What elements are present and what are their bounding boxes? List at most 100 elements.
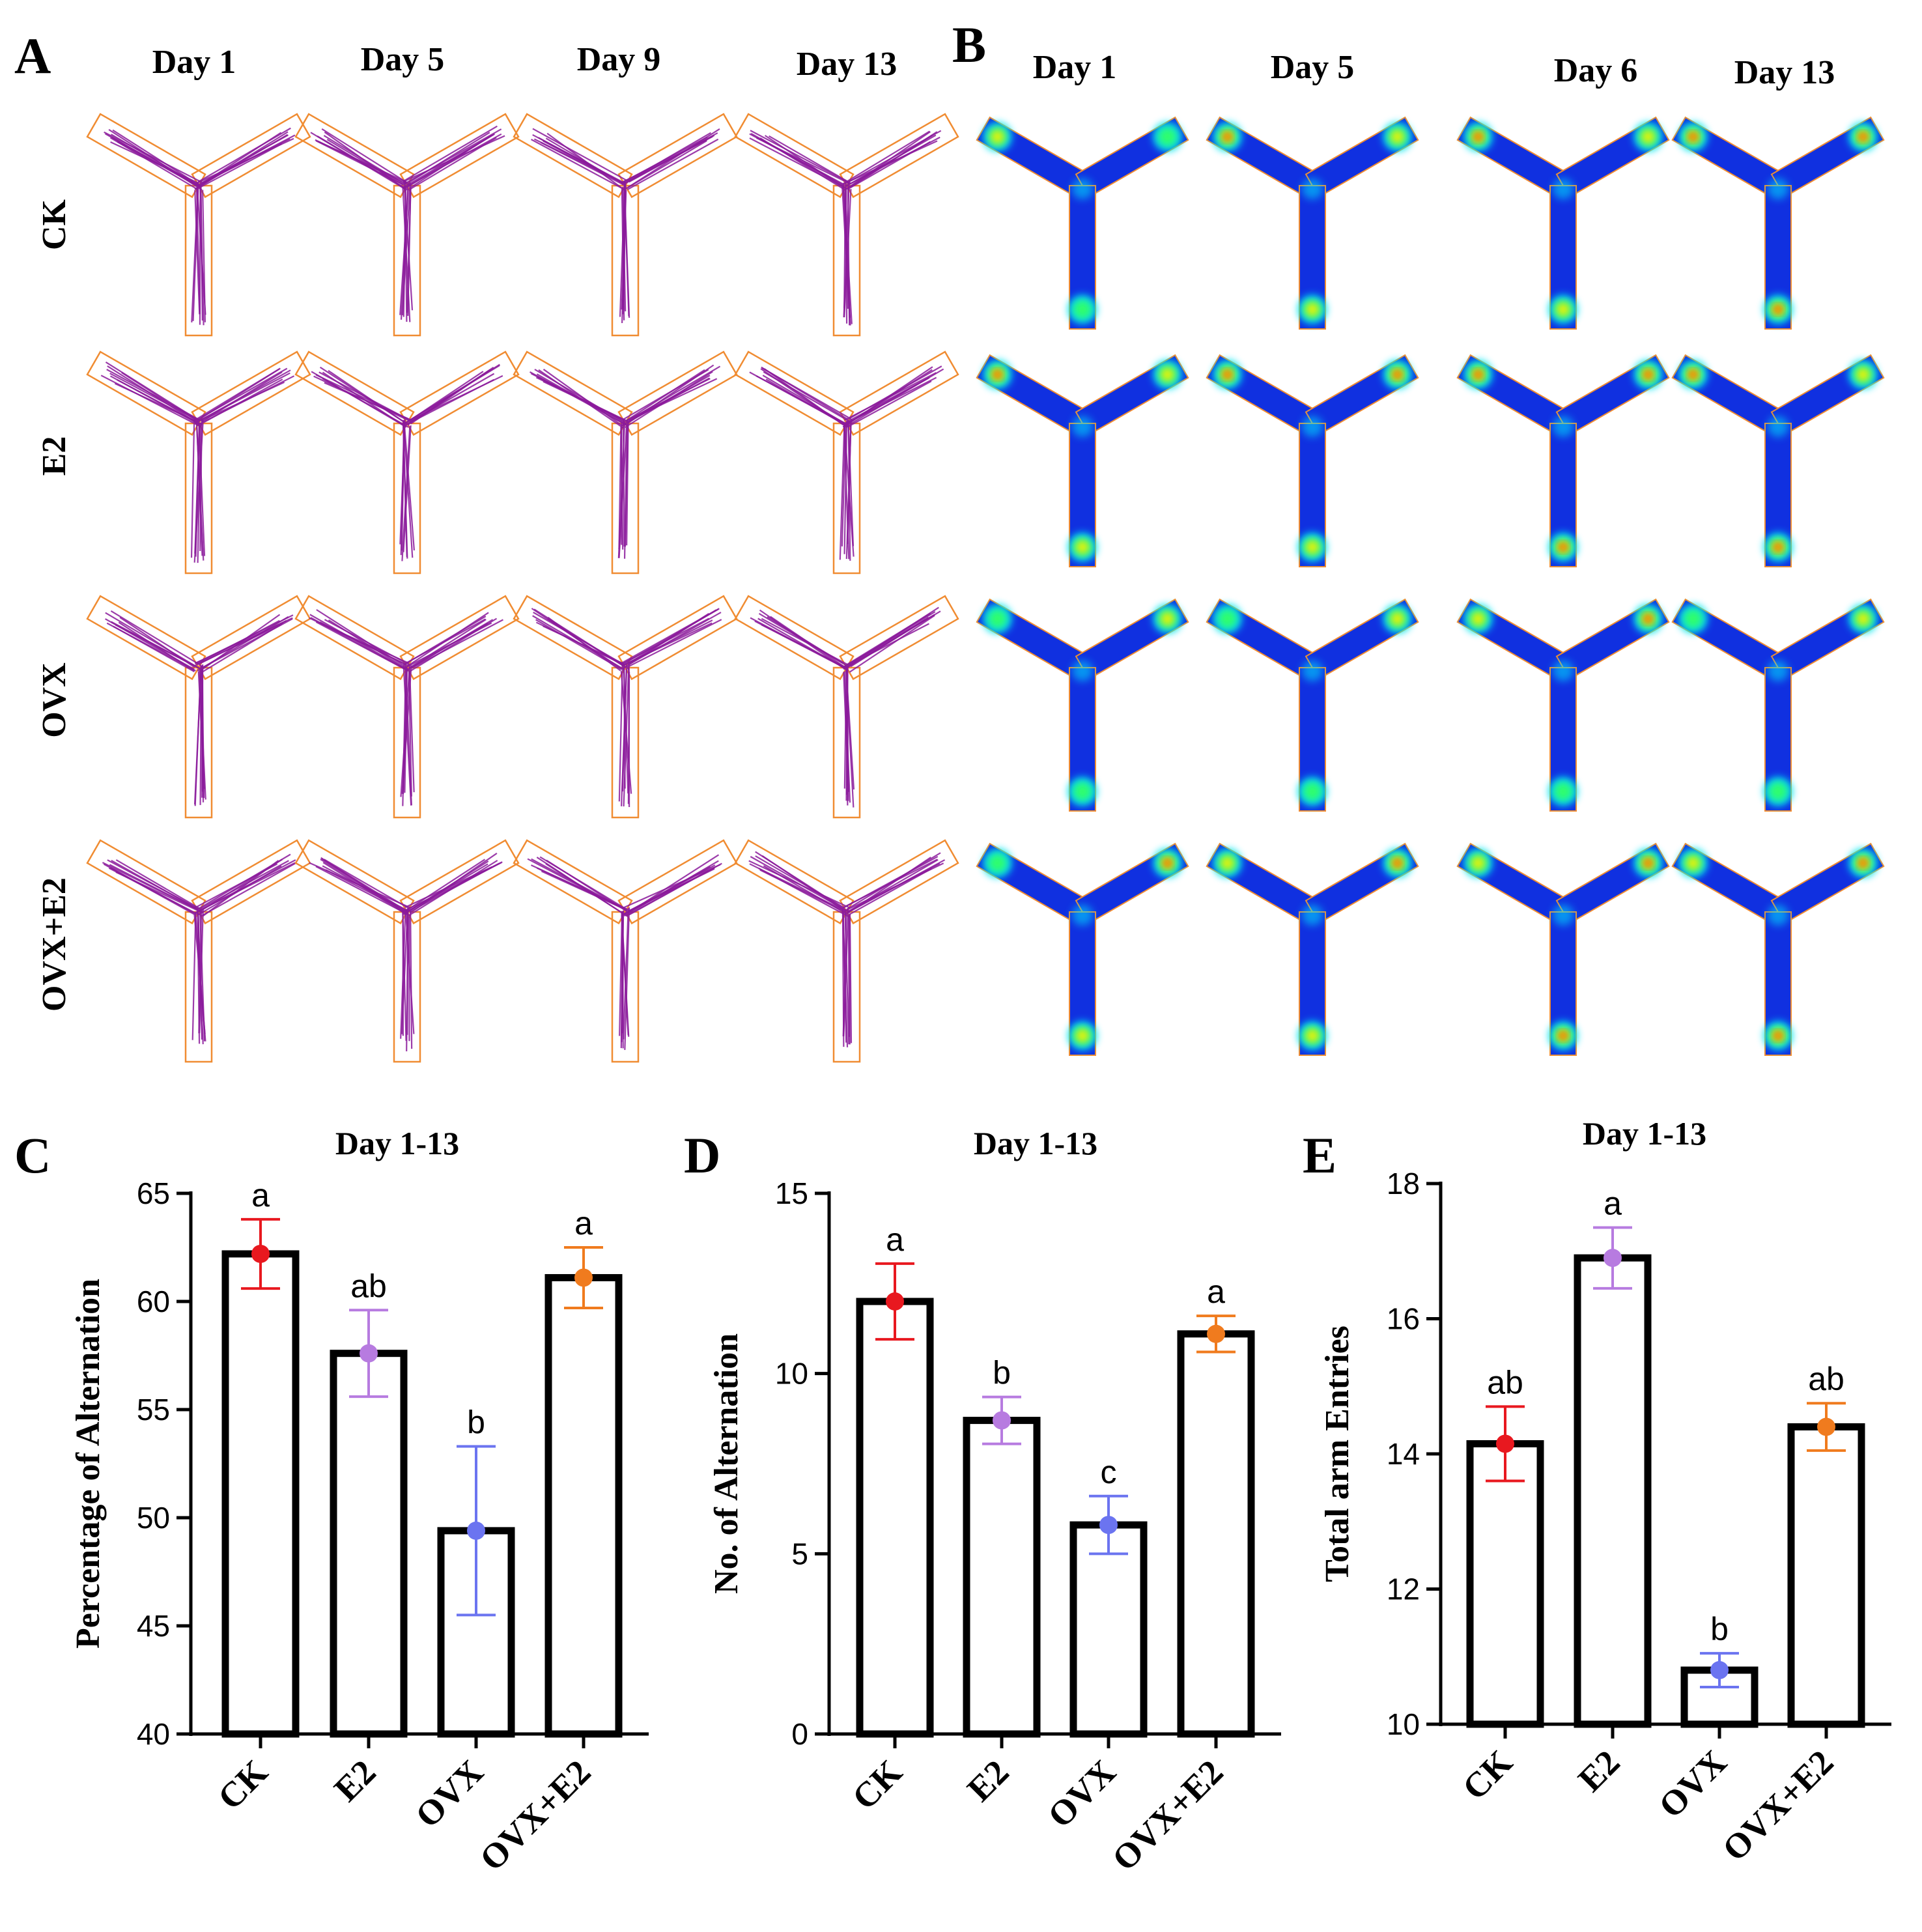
maze-arm-outline	[191, 595, 311, 681]
track-plot	[734, 113, 959, 337]
x-tick-label: CK	[845, 1752, 910, 1817]
heat-spot	[1471, 612, 1485, 625]
panel-a-track-grid	[86, 113, 959, 1063]
x-tick-label: OVX+E2	[1105, 1752, 1231, 1879]
maze-arm-outline	[611, 422, 640, 575]
y-tick-label: 55	[137, 1393, 170, 1427]
panel-b-day-header: Day 13	[1734, 54, 1835, 91]
heat-spot	[1072, 661, 1093, 681]
x-tick-label: OVX	[408, 1752, 490, 1835]
panel-b-heatmap-grid	[976, 116, 1885, 1056]
bar	[544, 1273, 623, 1738]
bar	[1177, 1330, 1255, 1738]
y-tick-label: 10	[1387, 1707, 1420, 1741]
bar	[963, 1417, 1041, 1738]
maze-arm-outline	[399, 839, 520, 925]
panel-letter-c: C	[14, 1127, 51, 1184]
row-label-ck: CK	[36, 199, 73, 250]
chart-title: Day 1-13	[335, 1125, 459, 1161]
significance-letter: b	[1710, 1611, 1729, 1647]
heat-spot	[987, 853, 1008, 873]
panel-a-day-header: Day 13	[797, 46, 897, 83]
y-tick-label: 10	[775, 1357, 808, 1391]
panel-letter-d: D	[684, 1127, 720, 1184]
movement-track	[770, 616, 929, 806]
movement-track	[110, 865, 282, 1044]
panel-a-day-header: Day 1	[152, 44, 236, 81]
x-tick-label: CK	[1455, 1742, 1520, 1808]
movement-track	[103, 863, 278, 1034]
heat-spot	[1223, 371, 1232, 378]
heat-spot	[1553, 178, 1574, 199]
row-label-e2: E2	[36, 436, 73, 476]
track-plot	[513, 595, 738, 819]
heatmap-plot	[976, 598, 1189, 812]
heat-spot	[1306, 1029, 1319, 1042]
heat-spot	[1474, 371, 1482, 378]
heatmap-plot	[976, 842, 1189, 1056]
chart-c-alternation-percentage: Day 1-13 Percentage of Alternation 40 45 50 5…	[70, 1125, 649, 1879]
significance-letter: ab	[350, 1268, 387, 1304]
y-axis-label: Total arm Entries	[1319, 1326, 1356, 1582]
heat-spot	[1391, 612, 1404, 625]
heatmap-plot	[1206, 354, 1419, 567]
heat-spot	[1559, 543, 1567, 551]
x-tick-label: OVX	[1040, 1752, 1123, 1835]
movement-track	[310, 132, 490, 322]
heat-spot	[1391, 130, 1404, 143]
track-plot	[734, 595, 959, 819]
chart-e-total-arm-entries: Day 1-13 Total arm Entries 10 12 14 16 18 CK E2 O…	[1319, 1115, 1891, 1869]
track-plot	[513, 839, 738, 1063]
movement-track	[750, 856, 946, 1047]
heat-spot	[993, 371, 1002, 378]
heat-spot	[1856, 368, 1870, 381]
maze-arm-outline	[513, 595, 633, 681]
heat-spot	[1644, 371, 1652, 378]
heat-spot	[1768, 661, 1788, 681]
heat-spot	[991, 130, 1004, 143]
heat-spot	[1072, 178, 1093, 199]
track-plot	[86, 350, 311, 575]
track-plot	[513, 350, 738, 575]
heatmap-plot	[1456, 842, 1670, 1056]
movement-track	[750, 130, 930, 318]
mean-point	[467, 1521, 485, 1540]
heat-spot	[1072, 905, 1093, 926]
panel-letter-a: A	[14, 27, 51, 84]
heat-spot	[1076, 1029, 1089, 1042]
x-tick-label: OVX+E2	[1715, 1742, 1841, 1869]
heat-spot	[1768, 178, 1788, 199]
movement-track	[539, 856, 709, 1034]
y-tick-label: 50	[137, 1501, 170, 1535]
heat-spot	[1859, 133, 1867, 141]
movement-track	[109, 367, 288, 561]
movement-track	[769, 131, 938, 309]
panel-letter-e: E	[1303, 1127, 1336, 1184]
heat-spot	[1553, 905, 1574, 926]
movement-track	[546, 132, 708, 324]
heat-spot	[1557, 303, 1570, 316]
chart-d-alternation-count: Day 1-13 No. of Alternation 0 5 10 15 CK E2 OVXO…	[708, 1125, 1281, 1879]
heatmap-plot	[1456, 116, 1670, 330]
movement-track	[320, 857, 500, 1035]
movement-track	[323, 135, 505, 322]
movement-track	[106, 619, 287, 803]
track-plot	[513, 113, 738, 337]
track-plot	[294, 595, 520, 819]
heat-spot	[1221, 857, 1234, 870]
heat-spot	[1163, 859, 1172, 867]
track-plot	[734, 350, 959, 575]
y-tick-label: 65	[137, 1176, 170, 1210]
y-tick-label: 45	[137, 1609, 170, 1643]
y-tick-label: 15	[775, 1176, 808, 1210]
x-tick-label: CK	[210, 1752, 276, 1817]
heatmap-plot	[1456, 354, 1670, 567]
panel-a-day-header: Day 5	[361, 41, 445, 78]
movement-track	[112, 129, 296, 326]
heatmap-plot	[1206, 116, 1419, 330]
track-plot	[294, 350, 520, 575]
heat-spot	[1223, 133, 1232, 141]
mean-point	[1604, 1249, 1622, 1268]
movement-track	[535, 618, 710, 791]
